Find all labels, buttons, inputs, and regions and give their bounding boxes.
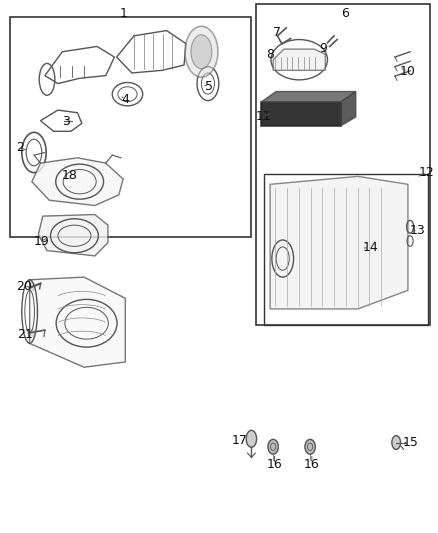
Polygon shape bbox=[261, 92, 356, 102]
Ellipse shape bbox=[305, 439, 315, 454]
Ellipse shape bbox=[268, 439, 279, 454]
Polygon shape bbox=[39, 215, 108, 256]
Text: 10: 10 bbox=[400, 65, 416, 78]
Text: 8: 8 bbox=[266, 48, 274, 61]
Text: 6: 6 bbox=[341, 6, 349, 20]
Text: 13: 13 bbox=[410, 224, 426, 238]
Polygon shape bbox=[30, 277, 125, 367]
Polygon shape bbox=[32, 158, 123, 206]
Text: 20: 20 bbox=[16, 280, 32, 293]
Text: 4: 4 bbox=[121, 93, 129, 106]
Polygon shape bbox=[261, 102, 340, 126]
Ellipse shape bbox=[191, 35, 212, 69]
Polygon shape bbox=[270, 176, 408, 309]
Text: 9: 9 bbox=[319, 42, 327, 54]
Text: 5: 5 bbox=[205, 80, 213, 93]
Text: 16: 16 bbox=[304, 458, 320, 471]
Text: 16: 16 bbox=[267, 458, 283, 471]
Text: 3: 3 bbox=[62, 115, 70, 128]
Text: 11: 11 bbox=[256, 110, 272, 124]
Text: 7: 7 bbox=[273, 26, 282, 38]
Text: 18: 18 bbox=[61, 169, 77, 182]
Text: 15: 15 bbox=[402, 436, 418, 449]
Text: 21: 21 bbox=[18, 328, 33, 341]
Polygon shape bbox=[340, 92, 356, 126]
Text: 2: 2 bbox=[16, 141, 24, 154]
Ellipse shape bbox=[392, 435, 400, 449]
Text: 14: 14 bbox=[362, 241, 378, 254]
Text: 12: 12 bbox=[419, 166, 434, 179]
Ellipse shape bbox=[246, 430, 257, 447]
Ellipse shape bbox=[31, 329, 35, 336]
Text: 1: 1 bbox=[119, 6, 127, 20]
Text: 19: 19 bbox=[34, 235, 49, 247]
Polygon shape bbox=[273, 49, 325, 70]
Text: 17: 17 bbox=[232, 434, 247, 447]
Ellipse shape bbox=[30, 282, 35, 291]
Ellipse shape bbox=[185, 26, 218, 77]
